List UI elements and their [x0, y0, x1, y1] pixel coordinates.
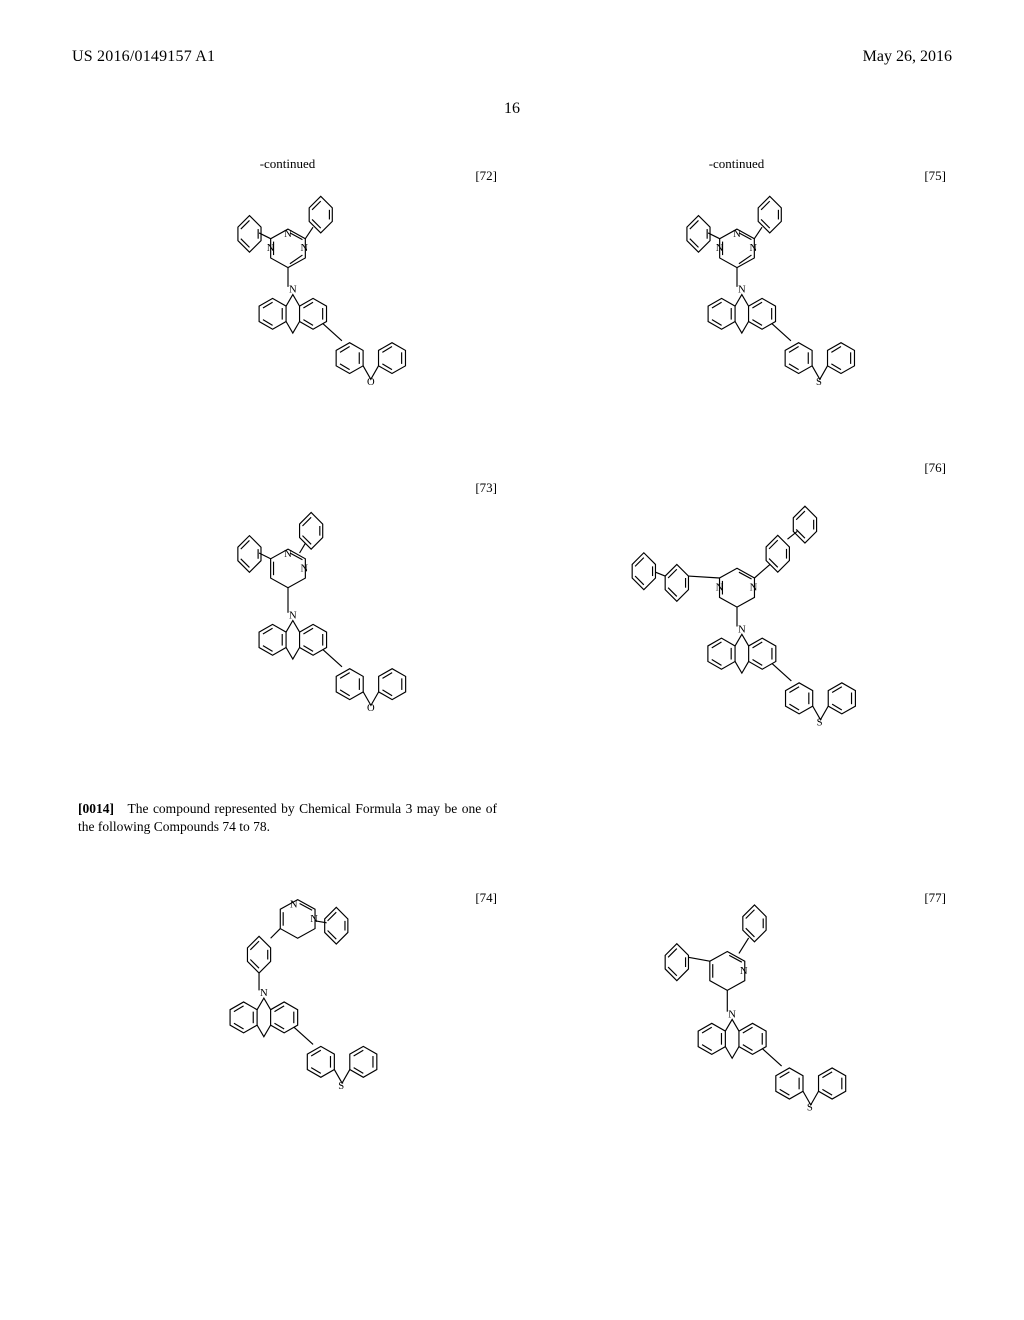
publication-number: US 2016/0149157 A1 — [72, 48, 215, 66]
svg-text:N: N — [737, 285, 745, 296]
paragraph-text: The compound represented by Chemical For… — [78, 801, 497, 834]
svg-text:S: S — [338, 1081, 344, 1092]
svg-text:N: N — [266, 243, 274, 254]
svg-text:N: N — [739, 965, 747, 977]
svg-text:S: S — [806, 1102, 812, 1114]
compound-label-77: [77] — [924, 890, 946, 906]
svg-text:N: N — [288, 285, 296, 296]
svg-text:N: N — [300, 243, 308, 254]
svg-text:N: N — [289, 900, 297, 911]
compound-label-73: [73] — [475, 480, 497, 496]
svg-text:N: N — [715, 243, 723, 254]
svg-text:N: N — [749, 243, 757, 254]
svg-text:O: O — [367, 703, 375, 714]
svg-text:N: N — [310, 914, 318, 925]
paragraph-0014: [0014] The compound represented by Chemi… — [78, 800, 497, 836]
structure-73: N N N O — [78, 484, 497, 784]
left-column: -continued [72] — [78, 150, 497, 1280]
svg-text:N: N — [284, 229, 292, 240]
svg-text:N: N — [260, 989, 268, 1000]
svg-text:N: N — [288, 611, 296, 622]
svg-text:N: N — [715, 582, 723, 594]
svg-text:O: O — [366, 377, 374, 388]
publication-date: May 26, 2016 — [863, 48, 952, 66]
svg-text:N: N — [284, 549, 292, 560]
content-columns: -continued [72] — [78, 150, 946, 1280]
compound-label-76: [76] — [924, 460, 946, 476]
compound-label-72: [72] — [475, 168, 497, 184]
svg-text:N: N — [300, 563, 308, 574]
compound-label-74: [74] — [475, 890, 497, 906]
svg-text:S: S — [816, 717, 822, 729]
structure-72: N N N N O — [78, 174, 497, 444]
page-number: 16 — [0, 100, 1024, 118]
structure-76: N N N S — [527, 464, 946, 824]
structure-74: N N N S — [78, 856, 497, 1146]
svg-text:S: S — [815, 377, 821, 388]
svg-text:N: N — [733, 229, 741, 240]
continued-label-left: -continued — [78, 156, 497, 172]
compound-label-75: [75] — [924, 168, 946, 184]
svg-text:N: N — [737, 623, 745, 635]
paragraph-number: [0014] — [78, 801, 114, 816]
structure-77: N N S — [527, 874, 946, 1194]
continued-label-right: -continued — [527, 156, 946, 172]
structure-75: N N N N S — [527, 174, 946, 444]
svg-text:N: N — [749, 582, 757, 594]
svg-text:N: N — [728, 1009, 736, 1021]
right-column: -continued [75] — [527, 150, 946, 1280]
